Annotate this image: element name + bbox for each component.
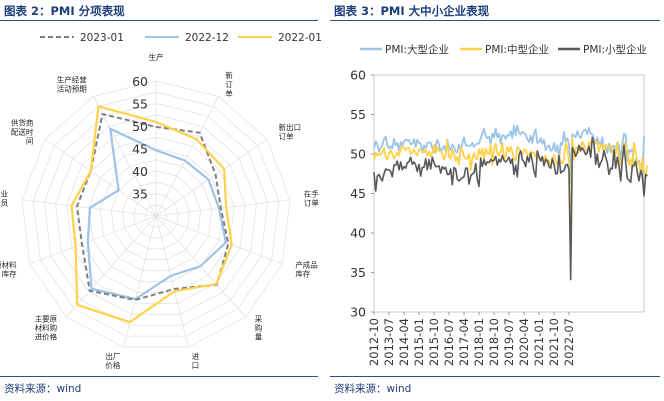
grid-ring: [144, 204, 168, 228]
x-tick-label: 2015-01: [412, 318, 426, 366]
title-rule: [330, 20, 660, 21]
title-rule: [0, 20, 318, 21]
grid-spoke: [66, 215, 157, 318]
legend-label: 2022-01: [278, 32, 322, 44]
radial-tick-label: 60: [132, 74, 148, 89]
y-tick-label: 35: [350, 265, 366, 280]
axis-category-label: 产成品库存: [295, 259, 318, 278]
grid-ring: [32, 91, 280, 337]
axis-category-label: 原材料库存: [0, 259, 17, 278]
axis-category-label: 在手订单: [304, 189, 319, 208]
radial-tick-label: 40: [132, 164, 148, 179]
y-tick-label: 30: [350, 305, 366, 320]
radar-grid: [21, 80, 291, 348]
legend: PMI:大型企业 PMI:中型企业 PMI:小型企业: [360, 43, 647, 56]
x-tick-label: 2012-10: [367, 318, 381, 366]
radial-tick-label: 45: [132, 142, 148, 157]
grid-ring: [99, 159, 213, 272]
x-tick-label: 2015-10: [427, 318, 441, 366]
x-tick-label: 2017-04: [457, 318, 471, 366]
grid-ring: [122, 181, 190, 250]
axis-category-label: 新出口订单: [279, 122, 302, 141]
source-rule: [330, 376, 660, 377]
grid-ring: [43, 103, 269, 326]
grid-spoke: [155, 96, 220, 217]
grid-spoke: [92, 96, 157, 217]
axis-category-label: 从业人员: [0, 189, 9, 208]
grid-ring: [88, 148, 224, 282]
axis-category-label: 生产经营活动预期: [57, 75, 87, 94]
grid-ring: [55, 114, 257, 315]
grid-ring: [133, 193, 179, 239]
axis-category-label: 主要原材料购进价格: [35, 314, 58, 342]
y-tick-label: 55: [350, 107, 366, 122]
axis-category-label: 生产: [149, 52, 164, 62]
axis-category-label: 新订单: [225, 70, 233, 98]
x-tick-label: 2018-01: [472, 318, 486, 366]
radial-tick-label: 35: [132, 187, 148, 202]
grid-spoke: [155, 215, 283, 265]
legend-label: 2023-01: [80, 32, 124, 44]
radial-tick-label: 50: [132, 119, 148, 134]
series-PMI:中型企业: [373, 137, 649, 264]
series-2022-12: [86, 127, 227, 301]
radar-chart: 2023-01 2022-12 2022-01 35 40 45 50 55 60 生产新订单新出…: [0, 32, 322, 370]
grid-spoke: [155, 215, 189, 348]
legend-label: PMI:小型企业: [583, 43, 647, 56]
y-tick-label: 40: [350, 226, 366, 241]
panel-pmi-enterprise-size: 图表 3：PMI 大中小企业表现 PMI:大型企业 PMI:中型企业 PMI:小型企…: [330, 0, 664, 401]
legend-label: 2022-12: [185, 32, 229, 44]
axis-category-label: 出厂价格: [105, 351, 120, 370]
chart-title: 图表 3：PMI 大中小企业表现: [334, 4, 490, 18]
grid-ring: [110, 170, 202, 261]
x-tick-label: 2013-07: [382, 318, 396, 366]
y-tick-label: 50: [350, 147, 366, 162]
x-tick-label: 2016-07: [442, 318, 456, 366]
x-tick-label: 2021-01: [532, 318, 546, 366]
x-tick-label: 2019-07: [502, 318, 516, 366]
source-note: 资料来源：wind: [334, 383, 412, 395]
series-2022-01: [70, 105, 233, 324]
source-note: 资料来源：wind: [4, 383, 82, 395]
x-tick-label: 2021-10: [547, 318, 561, 366]
radial-tick-label: 55: [132, 97, 148, 112]
x-tick-label: 2018-10: [487, 318, 501, 366]
x-tick-label: 2020-04: [517, 318, 531, 366]
axis-category-label: 进口: [192, 352, 200, 370]
grid-spoke: [155, 199, 291, 217]
y-tick-label: 45: [350, 186, 366, 201]
chart-title: 图表 2：PMI 分项表现: [4, 4, 125, 18]
x-tick-label: 2022-07: [562, 318, 576, 366]
line-chart: PMI:大型企业 PMI:中型企业 PMI:小型企业 30 35 40 45 50 55 60 20…: [350, 43, 649, 366]
grid-spoke: [155, 138, 268, 217]
panel-pmi-components: 图表 2：PMI 分项表现 2023-01 2022-12 2022-01 35 40 4…: [0, 0, 322, 401]
series-PMI:小型企业: [373, 136, 648, 281]
legend-label: PMI:大型企业: [385, 43, 449, 56]
grid-spoke: [123, 215, 157, 348]
y-tick-label: 60: [350, 68, 366, 83]
grid-spoke: [44, 138, 157, 217]
source-rule: [0, 376, 318, 377]
legend: 2023-01 2022-12 2022-01: [40, 32, 322, 44]
legend-label: PMI:中型企业: [485, 43, 549, 56]
plot-frame: [373, 74, 645, 313]
grid-spoke: [29, 215, 157, 265]
axis-category-label: 供货商配送时间: [11, 117, 34, 145]
x-tick-label: 2014-04: [397, 318, 411, 366]
grid-ring: [21, 80, 291, 348]
axis-category-label: 采购量: [255, 314, 263, 342]
series-PMI:大型企业: [373, 124, 645, 185]
